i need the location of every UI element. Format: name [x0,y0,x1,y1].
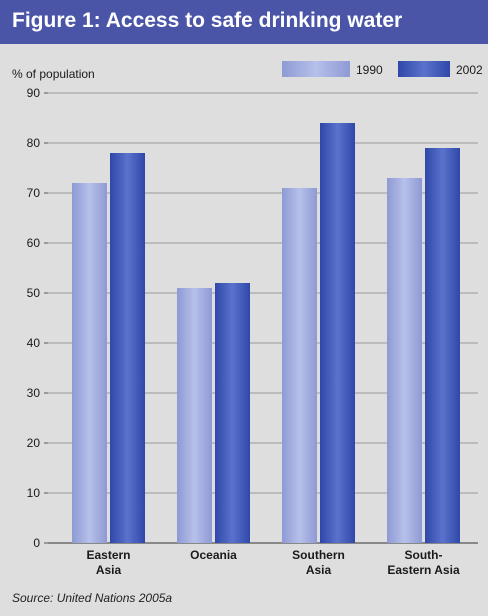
y-tick-label: 70 [27,186,41,200]
x-category-label: South-Eastern Asia [387,548,460,577]
chart-plot: % of population 0 10 20 30 40 50 60 70 80 90 Easter… [12,61,483,577]
bar-1990-0 [72,183,107,543]
chart-title: Figure 1: Access to safe drinking water [12,9,403,32]
legend-swatch-2002 [398,61,450,77]
bar-2002-2 [320,123,355,543]
y-tick-label: 10 [27,486,41,500]
y-tick-label: 0 [33,536,40,550]
legend-label-1990: 1990 [356,63,383,77]
y-tick-label: 90 [27,86,41,100]
x-category-label: Eastern Asia [86,548,130,577]
bar-2002-1 [215,283,250,543]
x-category-label: Oceania [190,548,237,562]
y-tick-label: 40 [27,336,41,350]
source-note: Source: United Nations 2005a [12,591,173,605]
y-tick-label: 20 [27,436,41,450]
y-tick-label: 80 [27,136,41,150]
y-tick-label: 60 [27,236,41,250]
bar-1990-3 [387,178,422,543]
y-tick-label: 50 [27,286,41,300]
legend-label-2002: 2002 [456,63,483,77]
x-category-label: Southern Asia [292,548,345,577]
y-tick-label: 30 [27,386,41,400]
bar-1990-2 [282,188,317,543]
legend-swatch-1990 [282,61,350,77]
bar-1990-1 [177,288,212,543]
y-axis-label: % of population [12,67,95,81]
title-bar: Figure 1: Access to safe drinking water [0,0,488,44]
bar-2002-3 [425,148,460,543]
bar-2002-0 [110,153,145,543]
